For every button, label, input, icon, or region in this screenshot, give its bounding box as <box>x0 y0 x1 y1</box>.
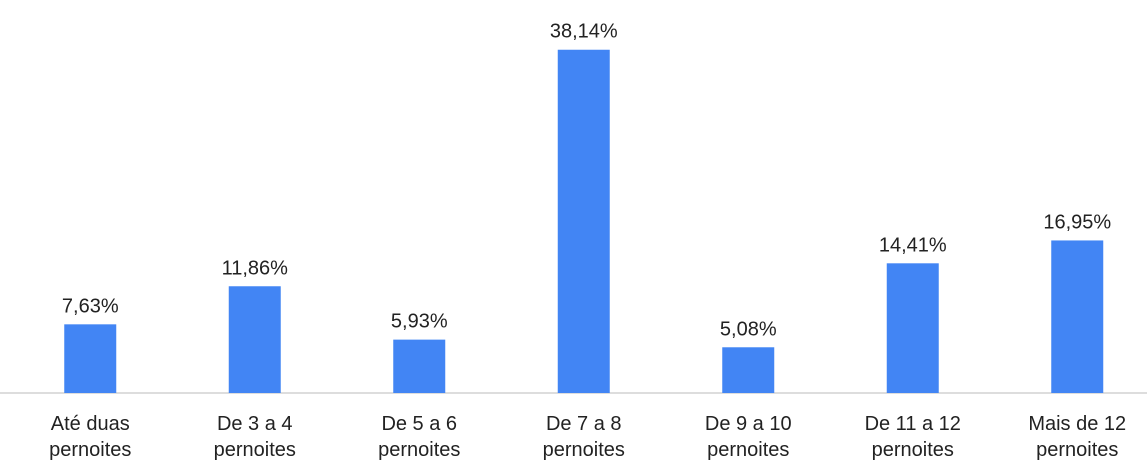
value-label: 11,86% <box>222 257 289 279</box>
value-label: 16,95% <box>1043 211 1111 233</box>
value-label: 38,14% <box>550 21 618 43</box>
x-tick-label: De 5 a 6 pernoites <box>378 413 461 461</box>
value-label: 14,41% <box>879 234 947 256</box>
x-tick-label: Mais de 12 pernoites <box>1028 413 1127 461</box>
x-tick-label: De 3 a 4 pernoites <box>213 413 296 461</box>
bar <box>886 263 939 393</box>
bar <box>393 339 446 393</box>
bar <box>1051 240 1104 393</box>
x-tick-label: Até duas pernoites <box>49 413 132 461</box>
x-tick-label: De 9 a 10 pernoites <box>704 413 792 461</box>
x-tick-label: De 11 a 12 pernoites <box>864 413 961 461</box>
bar <box>557 49 610 394</box>
bar <box>228 286 281 393</box>
bar <box>722 347 775 393</box>
value-label: 5,08% <box>720 318 777 340</box>
x-tick-label: De 7 a 8 pernoites <box>542 413 625 461</box>
value-label: 5,93% <box>391 311 448 333</box>
value-label: 7,63% <box>62 295 119 317</box>
bar <box>64 324 117 393</box>
